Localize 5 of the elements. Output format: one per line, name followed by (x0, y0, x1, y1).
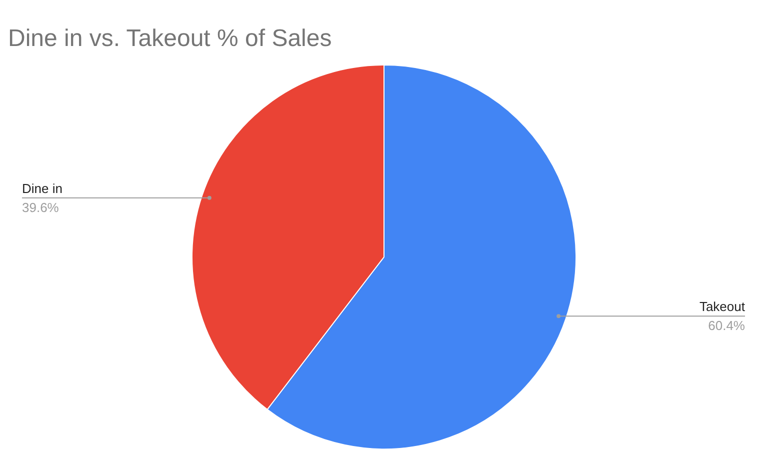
chart-title: Dine in vs. Takeout % of Sales (8, 25, 332, 52)
slice-label: Dine in (22, 180, 62, 196)
data-label: 60.4% (708, 318, 746, 334)
data-label: 39.6% (22, 200, 60, 215)
slice-label: Takeout (699, 299, 746, 314)
